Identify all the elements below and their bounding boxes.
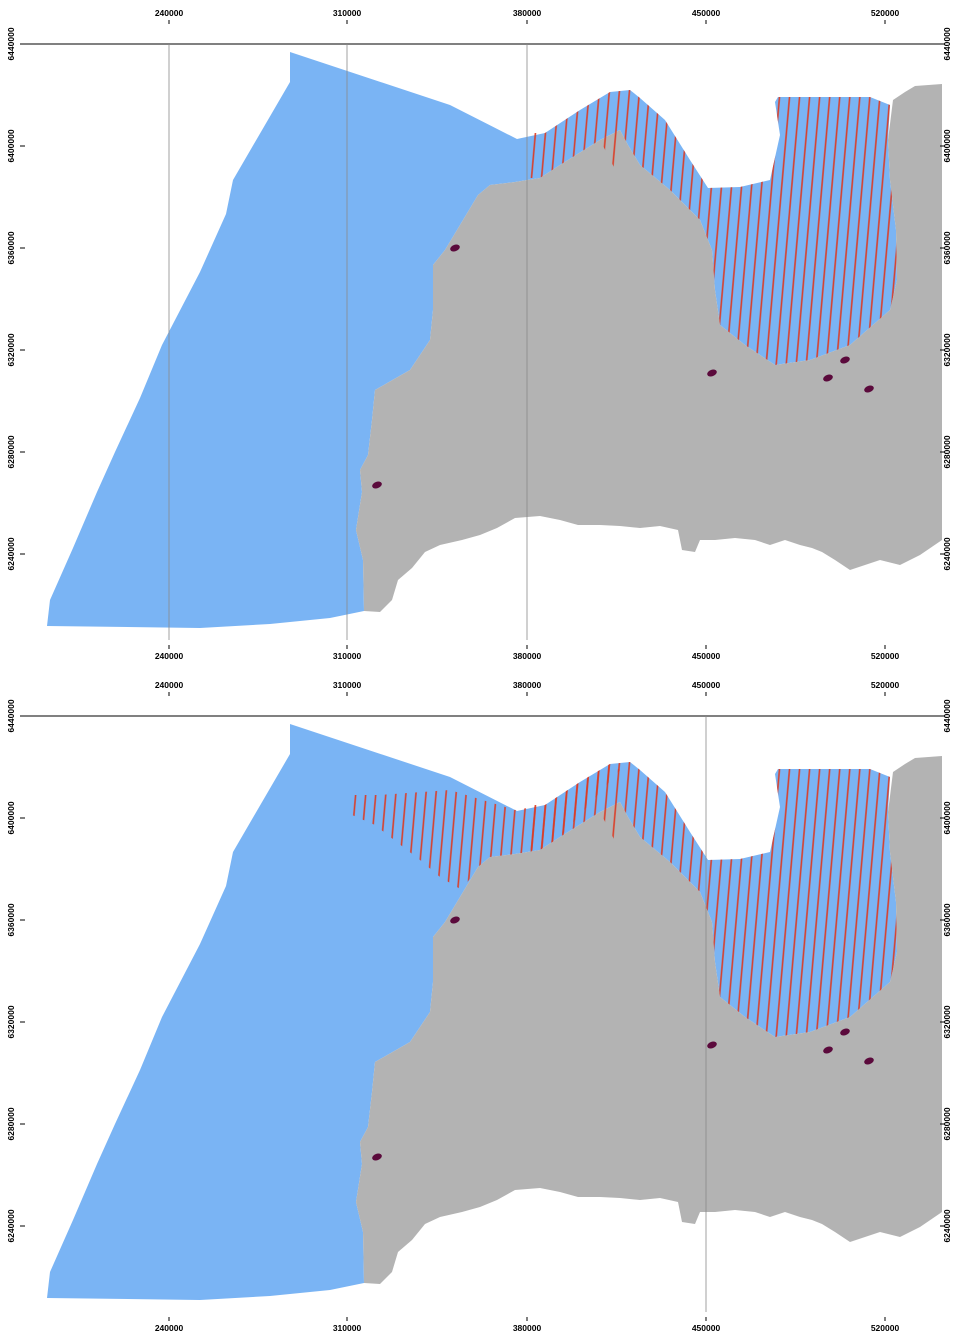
x-tick-label-bottom: 240000 xyxy=(155,651,184,661)
x-tick-label-top: 520000 xyxy=(871,680,900,690)
map-panel-top: 240000 240000 310000 310000 380000 380000 4500… xyxy=(0,0,958,661)
x-tick-label-bottom: 310000 xyxy=(333,651,362,661)
y-tick-label-right: 6400000 xyxy=(942,129,952,162)
point-marker xyxy=(840,1028,850,1036)
y-tick-label-left: 6360000 xyxy=(6,231,16,264)
point-marker xyxy=(450,916,460,924)
hatch-bay-east xyxy=(530,762,897,1037)
y-tick-label-right: 6240000 xyxy=(942,537,952,570)
x-tick-label-top: 310000 xyxy=(333,8,362,18)
point-marker xyxy=(823,1046,833,1054)
y-tick-label-right: 6320000 xyxy=(942,333,952,366)
hatched-regions xyxy=(350,762,897,1037)
x-tick-label-bottom: 520000 xyxy=(871,1323,900,1333)
point-marker xyxy=(823,374,833,382)
y-tick-label-left: 6360000 xyxy=(6,903,16,936)
y-tick-label-left: 6240000 xyxy=(6,1209,16,1242)
x-tick-label-top: 380000 xyxy=(513,680,542,690)
x-tick-label-bottom: 450000 xyxy=(692,651,721,661)
y-tick-label-right: 6360000 xyxy=(942,231,952,264)
grid-lines xyxy=(168,44,528,640)
x-tick-label-top: 380000 xyxy=(513,8,542,18)
point-marker xyxy=(864,1057,874,1065)
y-tick-label-right: 6360000 xyxy=(942,903,952,936)
x-tick-label-top: 240000 xyxy=(155,680,184,690)
y-tick-label-right: 6280000 xyxy=(942,1107,952,1140)
x-tick-label-top: 520000 xyxy=(871,8,900,18)
y-tick-label-left: 6240000 xyxy=(6,537,16,570)
y-tick-label-left: 6440000 xyxy=(6,27,16,60)
point-marker xyxy=(840,356,850,364)
x-axis-ticks: 240000 240000 310000 310000 380000 380000 4500… xyxy=(155,680,900,1333)
y-tick-label-left: 6280000 xyxy=(6,435,16,468)
x-axis-ticks: 240000 240000 310000 310000 380000 380000 4500… xyxy=(155,8,900,661)
y-tick-label-left: 6280000 xyxy=(6,1107,16,1140)
point-marker xyxy=(707,369,717,377)
hatch-coast-west xyxy=(350,764,620,890)
y-tick-label-right: 6320000 xyxy=(942,1005,952,1038)
y-tick-label-left: 6320000 xyxy=(6,333,16,366)
x-tick-label-bottom: 450000 xyxy=(692,1323,721,1333)
hatched-regions xyxy=(530,90,897,365)
land-area xyxy=(356,84,942,612)
x-tick-label-bottom: 240000 xyxy=(155,1323,184,1333)
y-axis-ticks: 6440000 6440000 6400000 6400000 6360000 63600… xyxy=(6,699,952,1242)
y-tick-label-right: 6400000 xyxy=(942,801,952,834)
y-axis-ticks: 6440000 6440000 6400000 6400000 6360000 63600… xyxy=(6,27,952,570)
point-marker xyxy=(372,1153,382,1161)
x-tick-label-bottom: 520000 xyxy=(871,651,900,661)
x-tick-label-bottom: 380000 xyxy=(513,1323,542,1333)
point-markers xyxy=(372,244,874,489)
y-tick-label-right: 6440000 xyxy=(942,27,952,60)
y-tick-label-left: 6400000 xyxy=(6,801,16,834)
x-tick-label-bottom: 310000 xyxy=(333,1323,362,1333)
point-marker xyxy=(450,244,460,252)
y-tick-label-left: 6440000 xyxy=(6,699,16,732)
y-tick-label-left: 6320000 xyxy=(6,1005,16,1038)
y-tick-label-right: 6240000 xyxy=(942,1209,952,1242)
x-tick-label-top: 310000 xyxy=(333,680,362,690)
point-markers xyxy=(372,916,874,1161)
point-marker xyxy=(707,1041,717,1049)
x-tick-label-top: 450000 xyxy=(692,8,721,18)
point-marker xyxy=(864,385,874,393)
point-marker xyxy=(372,481,382,489)
x-tick-label-top: 450000 xyxy=(692,680,721,690)
x-tick-label-top: 240000 xyxy=(155,8,184,18)
hatch-bay-east xyxy=(530,90,897,365)
y-tick-label-right: 6280000 xyxy=(942,435,952,468)
x-tick-label-bottom: 380000 xyxy=(513,651,542,661)
y-tick-label-left: 6400000 xyxy=(6,129,16,162)
map-panel-bottom: 240000 240000 310000 310000 380000 380000 4500… xyxy=(0,672,958,1333)
land-area xyxy=(356,756,942,1284)
y-tick-label-right: 6440000 xyxy=(942,699,952,732)
